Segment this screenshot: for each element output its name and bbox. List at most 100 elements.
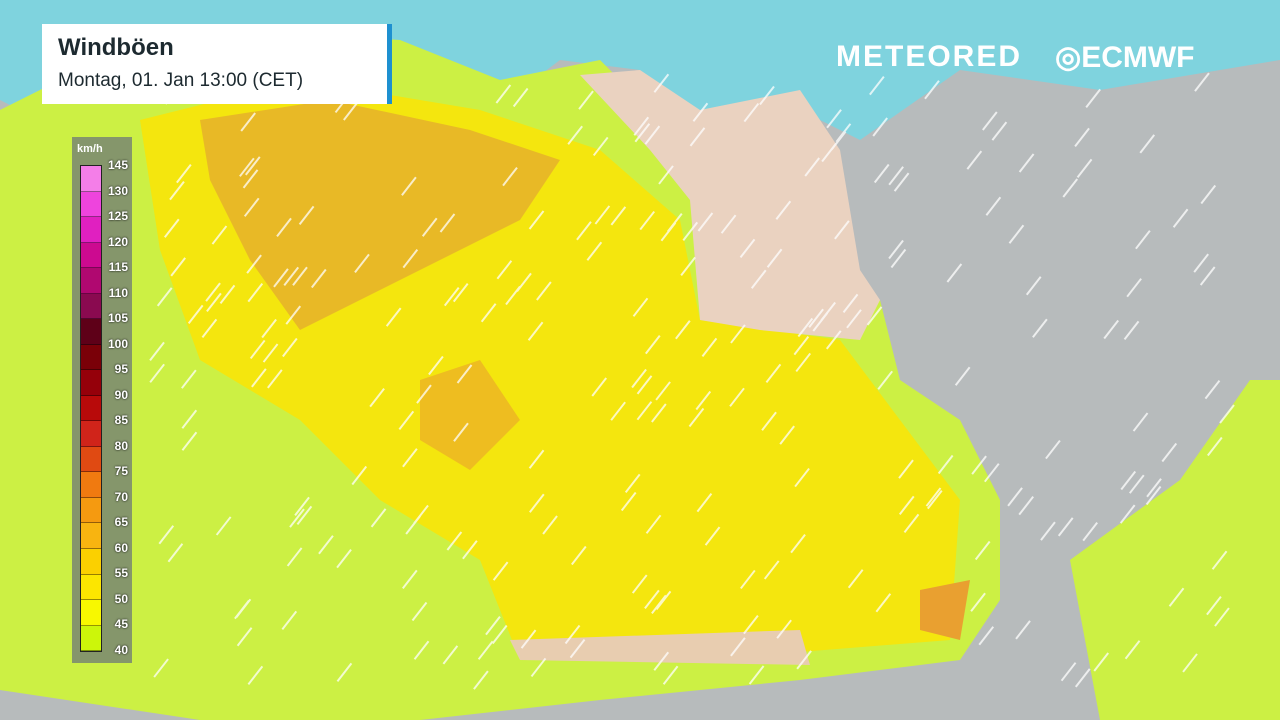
wind-streak (697, 212, 714, 232)
wind-streak (530, 657, 547, 678)
wind-streak (219, 284, 236, 305)
wind-streak (586, 241, 603, 261)
wind-streak (243, 197, 260, 217)
wind-streak (653, 73, 670, 93)
wind-streak (569, 638, 586, 659)
legend-label: 45 (114, 617, 128, 632)
germany-east-region (580, 70, 880, 340)
wind-streak (528, 449, 545, 469)
wind-streak (401, 176, 417, 196)
wind-streak (689, 127, 706, 147)
legend-swatch (81, 268, 101, 294)
wind-streak (1060, 662, 1077, 682)
wind-streak (978, 626, 995, 646)
wind-streak (477, 640, 494, 660)
wind-streak (645, 334, 661, 355)
wind-streak (170, 257, 186, 277)
wind-streak (631, 368, 647, 389)
wind-streak (730, 324, 746, 344)
wind-streak (592, 136, 609, 157)
wind-streak (1172, 208, 1189, 228)
wind-streak (527, 321, 544, 341)
wind-streak (739, 238, 756, 259)
legend-label: 85 (114, 413, 128, 428)
wind-streak (633, 116, 650, 136)
wind-streak (740, 569, 756, 590)
wind-streak (842, 293, 859, 313)
wind-streak (796, 650, 812, 670)
wind-streak (636, 375, 653, 395)
wind-streak (402, 569, 418, 589)
ecmwf-logo: ◎ECMWF (1055, 41, 1195, 74)
wind-streak (985, 196, 1002, 216)
wind-streak (898, 459, 914, 479)
wind-streak (512, 87, 529, 108)
wind-streak (620, 491, 637, 512)
wind-streak (206, 292, 222, 313)
wind-streak (925, 487, 942, 507)
wind-streak (1093, 652, 1110, 672)
wind-streak (720, 214, 737, 234)
wind-streak (1124, 640, 1141, 660)
gust-area-orange (200, 100, 560, 330)
wind-streak (893, 172, 910, 192)
wind-streak (567, 125, 583, 145)
wind-streak (763, 560, 780, 580)
wind-streak (869, 76, 885, 96)
wind-streak (651, 594, 667, 615)
wind-streak (1168, 587, 1185, 607)
wind-streak (336, 662, 353, 682)
wind-streak (273, 268, 289, 288)
wind-streak (411, 601, 428, 622)
wind-streak (748, 665, 765, 685)
wind-streak (1119, 504, 1136, 524)
wind-streak (847, 569, 864, 589)
wind-streak (846, 309, 862, 329)
wind-streak (529, 493, 545, 513)
wind-streak (491, 624, 508, 645)
wind-streak (416, 384, 432, 404)
wind-streak (354, 253, 370, 274)
wind-streak (808, 308, 824, 328)
wind-streak (181, 369, 197, 389)
wind-streak (594, 205, 611, 225)
wind-streak (240, 112, 256, 132)
wind-streak (318, 535, 334, 555)
wind-streak (704, 526, 721, 546)
wind-streak (954, 366, 971, 386)
legend-swatch (81, 497, 101, 524)
wind-streak (898, 495, 915, 515)
wind-streak (983, 463, 1000, 483)
wind-streak (462, 540, 478, 560)
wind-streak (804, 157, 820, 177)
wind-streak (528, 210, 545, 230)
wind-streak (1062, 178, 1079, 198)
wind-streak (156, 287, 173, 307)
wind-streak (888, 239, 904, 260)
wind-streak (289, 508, 305, 528)
wind-streak (610, 206, 627, 226)
wind-streak (236, 627, 253, 647)
wind-streak (439, 213, 456, 233)
wind-streak (1204, 380, 1221, 400)
wind-streak (205, 282, 221, 302)
gust-area-green-east (1070, 380, 1280, 720)
wind-streak (632, 297, 649, 317)
wind-streak (655, 590, 672, 611)
wind-streak (826, 109, 842, 129)
wind-streak (442, 645, 459, 665)
wind-streaks (149, 71, 1235, 690)
wind-streak (631, 574, 648, 594)
wind-streak (1135, 230, 1151, 250)
legend-swatch (81, 319, 101, 345)
wind-streak (974, 540, 991, 561)
legend-label: 130 (107, 183, 128, 198)
wind-streak (456, 364, 473, 384)
wind-streak (496, 260, 513, 280)
wind-streak (946, 263, 963, 283)
wind-streak (875, 593, 892, 613)
wind-streak (298, 205, 315, 225)
wind-streak (610, 401, 626, 421)
wind-streak (1123, 320, 1140, 341)
wind-streak (181, 409, 198, 429)
